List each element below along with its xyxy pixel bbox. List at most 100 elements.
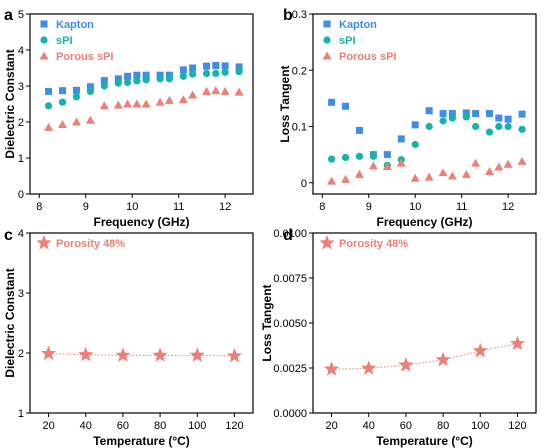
x-tick-label: 120 (508, 420, 526, 432)
data-point-circle (448, 114, 456, 122)
data-point-square (203, 62, 211, 70)
data-point-triangle (58, 120, 68, 129)
legend-label: Porosity 48% (339, 238, 408, 250)
x-axis-title: Temperature (°C) (376, 434, 473, 448)
data-point-circle (156, 75, 164, 83)
x-tick-label: 9 (83, 201, 89, 213)
data-point-circle (462, 113, 470, 121)
data-point-star (509, 335, 526, 351)
data-point-triangle (85, 115, 95, 124)
data-point-circle (189, 70, 197, 78)
data-point-square (486, 110, 494, 118)
legend-marker-star (319, 235, 335, 250)
data-point-square (142, 71, 150, 79)
legend-marker-triangle (39, 51, 49, 60)
x-axis-title: Temperature (°C) (93, 434, 190, 448)
data-point-square (221, 62, 229, 70)
legend-marker-square (323, 20, 331, 28)
data-point-triangle (99, 101, 109, 110)
data-point-circle (411, 140, 419, 149)
data-point-square (495, 114, 503, 122)
y-axis-title: Loss Tangent (278, 65, 292, 142)
data-point-square (165, 71, 173, 79)
data-point-circle (341, 153, 350, 162)
data-point-square (504, 115, 512, 123)
data-point-star (40, 345, 57, 361)
data-point-star (398, 357, 414, 372)
x-tick-label: 8 (319, 201, 325, 213)
y-tick-label: 0.0000 (273, 408, 307, 420)
data-point-square (397, 135, 405, 143)
data-point-triangle (438, 168, 448, 177)
series-porous (40, 345, 243, 363)
data-point-square (45, 87, 53, 95)
data-point-star (78, 346, 94, 362)
plot-frame (29, 232, 254, 414)
data-point-star (152, 347, 168, 362)
data-point-triangle (211, 86, 221, 95)
data-point-square (411, 121, 419, 129)
x-tick-label: 12 (219, 201, 231, 213)
plot-frame (312, 13, 537, 195)
data-point-triangle (368, 161, 378, 170)
data-point-square (212, 61, 220, 69)
y-tick-label: 0.0075 (273, 273, 307, 285)
x-tick-label: 80 (154, 420, 166, 432)
data-point-circle (439, 117, 447, 125)
x-tick-label: 10 (409, 201, 421, 213)
data-point-circle (504, 122, 512, 131)
x-tick-label: 10 (126, 201, 138, 213)
x-tick-label: 120 (225, 420, 243, 432)
x-tick-label: 9 (366, 201, 372, 213)
data-point-circle (472, 122, 480, 131)
data-point-square (179, 66, 187, 74)
chart-panel-b: b 8 9 10 11 12 0 0.1 0.2 0.3 Frequency (GHz) Loss T… (278, 7, 537, 229)
data-point-star (435, 351, 451, 367)
data-point-triangle (517, 156, 527, 165)
x-tick-label: 8 (36, 201, 42, 213)
data-point-triangle (424, 172, 434, 181)
data-point-square (189, 64, 197, 72)
data-point-square (156, 71, 164, 79)
series-line (331, 343, 518, 370)
data-point-triangle (113, 100, 123, 109)
y-tick-label: 3 (18, 81, 24, 93)
y-tick-label: 3 (18, 288, 24, 300)
data-point-triangle (410, 173, 420, 182)
data-point-triangle (471, 158, 481, 167)
data-point-square (355, 126, 363, 134)
legend-marker-circle (323, 36, 331, 44)
y-tick-label: 1 (18, 408, 24, 420)
data-point-triangle (178, 95, 188, 104)
data-point-square (114, 75, 122, 83)
data-point-circle (133, 77, 141, 85)
y-tick-label: 1 (18, 153, 24, 165)
plot-frame (29, 13, 254, 195)
y-tick-label: 4 (18, 45, 24, 57)
data-point-circle (212, 69, 220, 77)
data-point-circle (44, 102, 53, 110)
series-kapton (328, 98, 526, 159)
chart-panel-d: d 20 40 60 80 100 120 0.0000 0.0025 0.0050 0.0075 0… (260, 227, 537, 448)
data-point-circle (123, 78, 132, 86)
data-point-square (448, 110, 456, 118)
data-point-circle (179, 72, 187, 80)
data-point-square (328, 98, 336, 106)
data-point-triangle (354, 169, 364, 178)
x-tick-label: 40 (363, 420, 375, 432)
x-tick-label: 11 (173, 201, 184, 213)
data-point-triangle (503, 159, 513, 168)
data-point-circle (142, 76, 150, 84)
legend-label: Kapton (56, 19, 94, 31)
y-tick-label: 0.2 (292, 65, 307, 77)
data-point-square (133, 71, 141, 79)
legend-label: sPI (339, 35, 356, 47)
legend-label: Kapton (339, 19, 377, 31)
data-point-triangle (461, 169, 471, 178)
y-tick-label: 2 (18, 348, 24, 360)
data-point-triangle (220, 86, 230, 95)
data-point-square (425, 107, 433, 115)
data-point-circle (165, 75, 173, 83)
y-tick-label: 0.1 (292, 122, 307, 134)
series-spi (44, 68, 243, 110)
